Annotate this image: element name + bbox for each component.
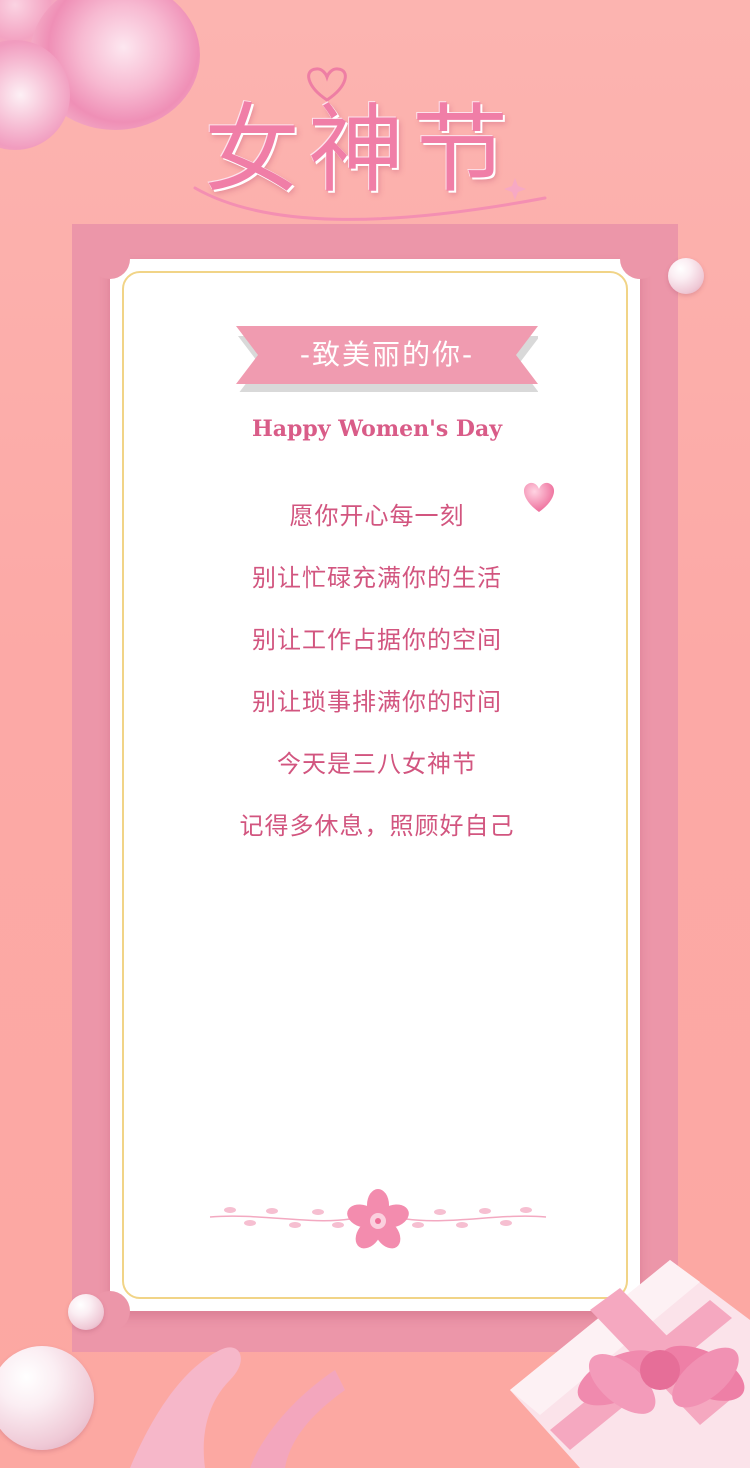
poem-line: 别让工作占据你的空间 — [252, 626, 502, 654]
heart-icon — [307, 67, 347, 102]
greeting-card — [90, 239, 660, 1331]
poem-line: 愿你开心每一刻 — [289, 502, 465, 530]
page-heading: 女神节 — [204, 94, 516, 206]
gold-border — [122, 271, 628, 1299]
pearl-icon — [68, 1294, 104, 1330]
heading-swash — [193, 178, 547, 221]
flower-icon — [209, 1189, 547, 1249]
ribbon-icon — [130, 1347, 345, 1468]
poem-line: 记得多休息，照顾好自己 — [239, 812, 515, 840]
poem-line: 今天是三八女神节 — [277, 750, 477, 778]
pearl-icon — [668, 258, 704, 294]
ribbon-banner — [236, 326, 538, 392]
heart-icon — [523, 482, 555, 512]
banner-title: -致美丽的你- — [299, 338, 475, 371]
poem-line: 别让琐事排满你的时间 — [252, 688, 502, 716]
gift-box-icon — [510, 1260, 750, 1468]
subtitle: Happy Women's Day — [251, 416, 502, 442]
pearl-icon — [0, 1346, 94, 1450]
poem-line: 别让忙碌充满你的生活 — [252, 564, 502, 592]
